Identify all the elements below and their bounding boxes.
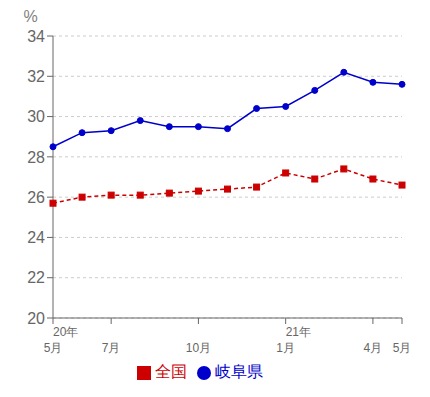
svg-text:20年: 20年 [53, 325, 78, 339]
svg-text:26: 26 [27, 189, 45, 206]
svg-text:10月: 10月 [186, 341, 211, 355]
svg-text:28: 28 [27, 149, 45, 166]
svg-text:7月: 7月 [102, 341, 121, 355]
html-text:岐阜県: 岐阜県 [215, 363, 263, 380]
svg-text:5月: 5月 [393, 341, 412, 355]
svg-text:21年: 21年 [286, 325, 311, 339]
svg-text:1月: 1月 [276, 341, 295, 355]
html-text:全国: 全国 [155, 363, 187, 380]
svg-text:30: 30 [27, 108, 45, 125]
svg-text:5月: 5月 [44, 341, 63, 355]
svg-text:32: 32 [27, 68, 45, 85]
svg-text:%: % [23, 8, 37, 25]
svg-text:24: 24 [27, 229, 45, 246]
svg-text:20: 20 [27, 310, 45, 327]
svg-text:4月: 4月 [364, 341, 383, 355]
svg-text:22: 22 [27, 269, 45, 286]
svg-text:34: 34 [27, 28, 45, 45]
